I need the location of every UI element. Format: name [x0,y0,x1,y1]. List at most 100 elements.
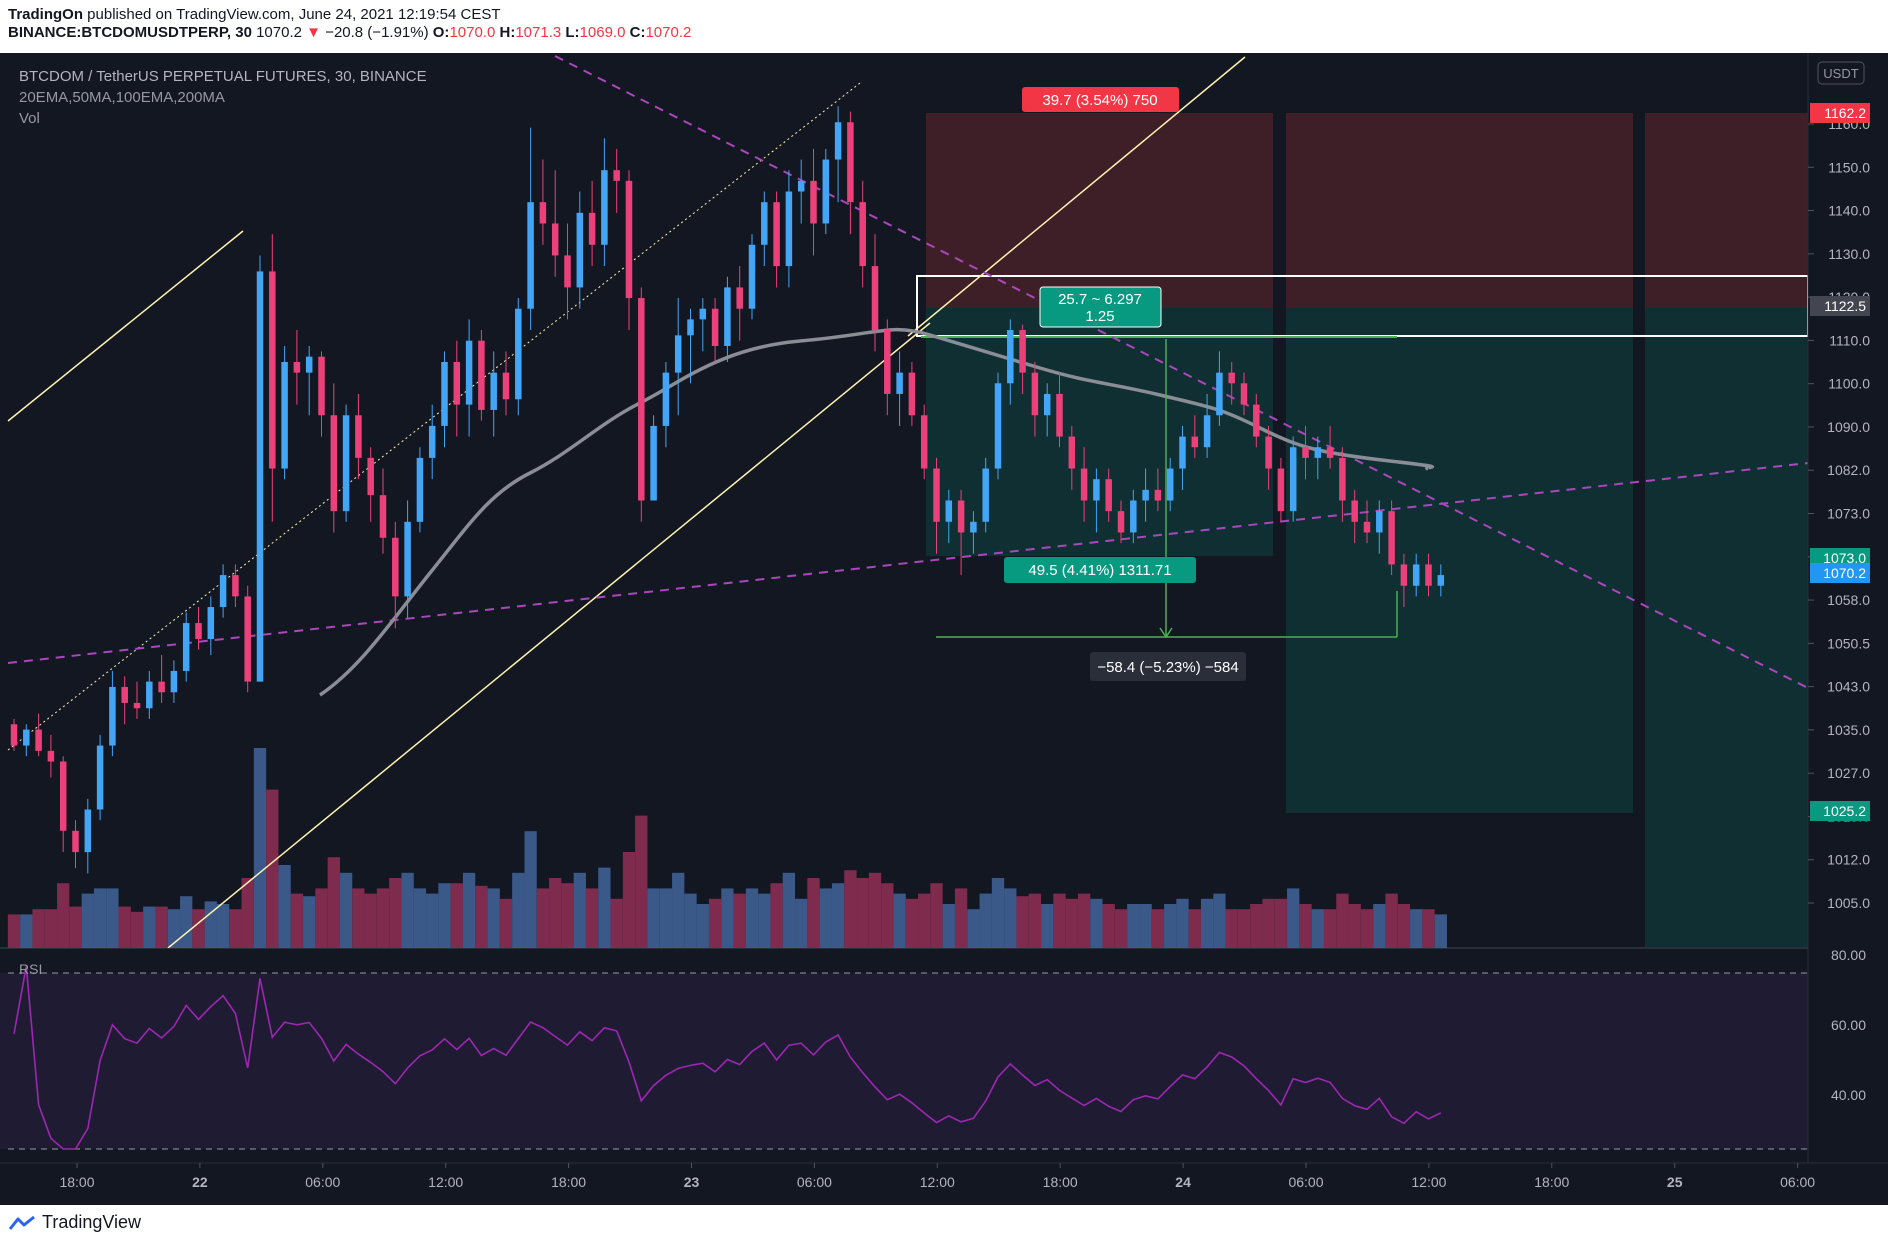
candle-body[interactable] [1154,489,1162,501]
candle-body[interactable] [1130,500,1137,533]
candle-body[interactable] [1031,372,1039,416]
candle-body[interactable] [674,335,682,373]
candle-body[interactable] [699,308,707,320]
stop-label-box[interactable] [1022,87,1179,112]
candle-body[interactable] [465,340,473,405]
candle-body[interactable] [1043,393,1051,416]
target-label-box[interactable] [1004,557,1196,583]
candle-body[interactable] [576,212,584,288]
measure-label-box[interactable] [1090,652,1246,681]
candle-body[interactable] [109,686,116,746]
candle-body[interactable] [970,521,977,533]
candle-body[interactable] [638,298,645,501]
currency-box[interactable] [1817,61,1865,85]
candle-body[interactable] [330,415,338,512]
volume-label[interactable]: Vol [19,110,40,127]
candle-body[interactable] [1289,447,1297,512]
candle-body[interactable] [601,170,608,245]
chart-canvas[interactable]: 39.7 (3.54%) 750 25.7 ~ 6.297 1.25 49.5 … [0,53,1888,1205]
candle-body[interactable] [244,596,251,682]
candle-body[interactable] [428,425,436,458]
candle-body[interactable] [1166,468,1174,501]
candle-body[interactable] [933,468,940,522]
candle-body[interactable] [72,830,79,853]
candle-body[interactable] [404,521,411,597]
candle-body[interactable] [392,537,399,597]
candle-body[interactable] [1326,447,1334,458]
candle-body[interactable] [1400,564,1408,586]
candle-body[interactable] [293,361,301,373]
candle-body[interactable] [650,425,657,501]
ratio-label-box[interactable] [1039,286,1162,328]
candle-body[interactable] [1228,372,1235,384]
candle-body[interactable] [564,255,571,288]
candle-body[interactable] [810,180,817,224]
candle-body[interactable] [1007,330,1014,384]
candle-body[interactable] [1142,489,1149,501]
candle-body[interactable] [490,372,497,410]
channel-lower[interactable] [167,322,931,948]
candle-body[interactable] [1376,511,1383,533]
candle-body[interactable] [1191,436,1199,448]
candle-body[interactable] [23,729,30,746]
candle-body[interactable] [1437,575,1445,586]
descending-trendline[interactable] [554,55,1808,689]
candle-body[interactable] [797,180,805,192]
channel-mid[interactable] [7,82,861,751]
target-zone-3[interactable] [1645,308,1808,948]
candle-body[interactable] [318,356,325,416]
candle-body[interactable] [1056,393,1063,437]
candle-body[interactable] [982,468,989,522]
candle-body[interactable] [1388,511,1395,565]
candle-body[interactable] [662,372,670,426]
candle-body[interactable] [625,180,633,299]
candle-body[interactable] [957,500,965,533]
stop-zone-3[interactable] [1645,113,1808,308]
candle-body[interactable] [1105,479,1112,512]
candle-body[interactable] [884,330,891,394]
candle-body[interactable] [1080,468,1088,501]
candle-body[interactable] [416,457,424,522]
candle-body[interactable] [170,670,178,693]
candle-body[interactable] [1265,436,1272,469]
candle-body[interactable] [281,361,288,469]
candle-body[interactable] [1302,447,1309,458]
footer-brand[interactable]: TradingView [42,1212,142,1232]
candle-body[interactable] [613,170,620,181]
candle-body[interactable] [908,372,916,416]
channel-upper-left[interactable] [7,230,244,422]
candle-body[interactable] [35,729,42,751]
target-zone-2[interactable] [1286,308,1633,813]
candle-body[interactable] [355,415,362,458]
candle-body[interactable] [1117,511,1125,533]
candle-body[interactable] [59,761,67,831]
candle-body[interactable] [785,191,793,267]
candle-body[interactable] [822,159,830,224]
candle-body[interactable] [219,575,227,608]
candle-body[interactable] [1068,436,1076,469]
candle-body[interactable] [1363,521,1371,533]
candle-body[interactable] [441,361,448,426]
candle-body[interactable] [84,809,92,853]
candle-body[interactable] [773,202,780,267]
stop-zone-2[interactable] [1286,113,1633,308]
candle-body[interactable] [527,202,534,309]
candle-body[interactable] [232,575,239,597]
time-axis[interactable]: 18:00 22 06:00 12:00 18:00 23 06:00 12:00 18:00 2… [59,1163,1815,1190]
publisher-name[interactable]: TradingOn [8,6,83,23]
measure-tool[interactable] [936,339,1398,639]
candle-body[interactable] [342,415,350,512]
candle-body[interactable] [269,271,276,469]
candle-body[interactable] [478,340,485,410]
candle-body[interactable] [47,750,55,762]
candle-body[interactable] [502,372,510,400]
candle-body[interactable] [256,271,264,682]
candle-body[interactable] [945,500,953,522]
candle-body[interactable] [121,686,128,703]
candle-body[interactable] [1179,436,1186,469]
rsi-label[interactable]: RSI [19,961,42,977]
candle-body[interactable] [453,361,461,405]
candle-body[interactable] [182,623,190,671]
candle-body[interactable] [1240,383,1248,405]
candle-body[interactable] [1339,457,1346,501]
